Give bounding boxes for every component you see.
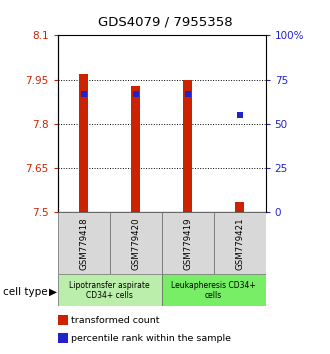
Text: GSM779421: GSM779421	[235, 217, 244, 270]
Text: Leukapheresis CD34+
cells: Leukapheresis CD34+ cells	[171, 281, 256, 300]
Text: GDS4079 / 7955358: GDS4079 / 7955358	[98, 16, 232, 29]
Bar	[162, 274, 266, 306]
Bar	[162, 212, 214, 274]
Bar	[131, 86, 140, 212]
Text: transformed count: transformed count	[71, 316, 159, 325]
Text: GSM779419: GSM779419	[183, 217, 192, 270]
Text: cell type: cell type	[3, 287, 48, 297]
Bar	[79, 74, 88, 212]
Text: Lipotransfer aspirate
CD34+ cells: Lipotransfer aspirate CD34+ cells	[69, 281, 150, 300]
Bar	[183, 80, 192, 212]
Bar	[110, 212, 162, 274]
Text: GSM779418: GSM779418	[79, 217, 88, 270]
Bar	[235, 202, 244, 212]
Bar	[58, 274, 162, 306]
Text: percentile rank within the sample: percentile rank within the sample	[71, 334, 231, 343]
Bar	[214, 212, 266, 274]
Bar	[58, 212, 110, 274]
Text: ▶: ▶	[49, 287, 57, 297]
Text: GSM779420: GSM779420	[131, 217, 140, 270]
